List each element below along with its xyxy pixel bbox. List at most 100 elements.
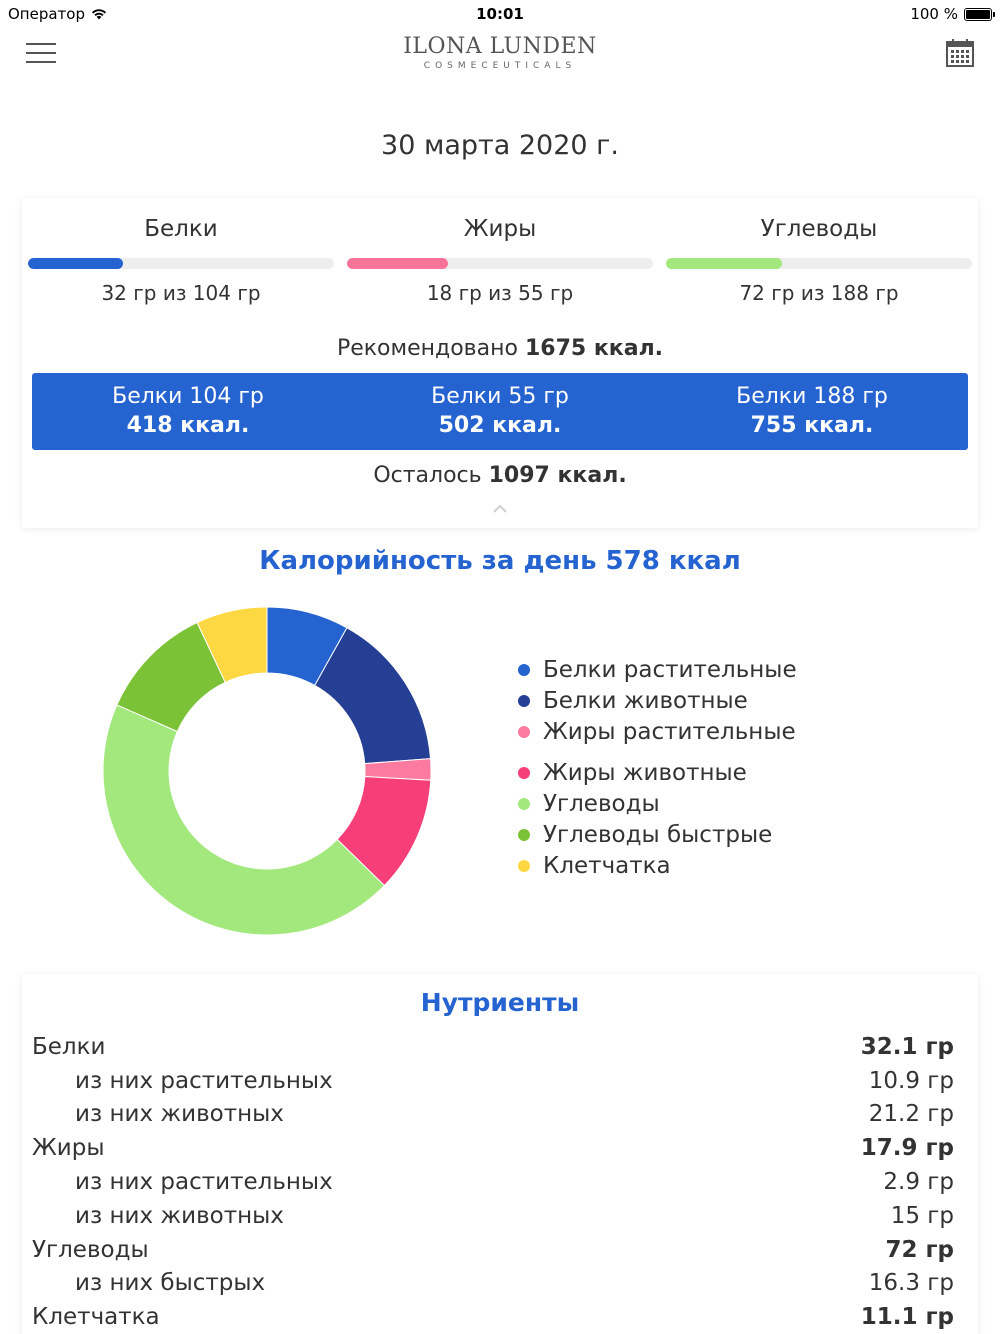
macro-amount: 18 гр из 55 гр xyxy=(426,281,574,305)
macro-label: Жиры xyxy=(463,216,537,242)
nutrient-label: Жиры xyxy=(32,1135,105,1162)
legend-label: Белки растительные xyxy=(543,656,797,683)
nutrient-label: из них растительных xyxy=(75,1067,333,1094)
recommended-value: 1675 ккал. xyxy=(524,336,664,361)
selected-date[interactable]: 30 марта 2020 г. xyxy=(381,130,619,161)
nutrient-row: Клетчатка 11.1 гр xyxy=(32,1300,954,1334)
legend-dot xyxy=(518,663,530,676)
nutrient-label: Клетчатка xyxy=(32,1304,160,1331)
nutrients-list: Белки 32.1 гр из них растительных 10.9 гр … xyxy=(32,1030,954,1334)
nutrient-value: 21.2 гр xyxy=(868,1101,954,1128)
macro-amount: 32 гр из 104 гр xyxy=(101,281,261,305)
status-left: Оператор xyxy=(8,5,107,23)
legend-item: Белки животные xyxy=(518,685,797,716)
legend-dot xyxy=(518,859,530,872)
target-fats: Белки 55 гр 502 ккал. xyxy=(344,373,656,450)
remaining-value: 1097 ккал. xyxy=(488,463,627,488)
battery-label: 100 % xyxy=(910,5,958,23)
legend-item: Жиры растительные xyxy=(518,716,797,747)
legend-label: Углеводы быстрые xyxy=(543,821,773,848)
legend-item: Углеводы быстрые xyxy=(518,819,797,850)
nutrient-label: из них животных xyxy=(75,1101,284,1128)
remaining-prefix: Осталось xyxy=(373,463,482,488)
macro-amount: 72 гр из 188 гр xyxy=(739,281,899,305)
macro-fats: Жиры 18 гр из 55 гр xyxy=(347,198,653,305)
macro-progress-bar xyxy=(666,258,972,269)
target-kcal: 418 ккал. xyxy=(126,413,250,438)
legend-item: Жиры животные xyxy=(518,757,797,788)
target-proteins: Белки 104 гр 418 ккал. xyxy=(32,373,344,450)
nutrient-row: из них животных 15 гр xyxy=(32,1199,954,1233)
nutrient-value: 10.9 гр xyxy=(868,1067,954,1094)
legend-label: Белки животные xyxy=(543,687,748,714)
nutrient-label: Углеводы xyxy=(32,1236,149,1263)
nutrient-value: 2.9 гр xyxy=(883,1169,954,1196)
nutrient-value: 11.1 гр xyxy=(860,1304,954,1331)
macro-progress-fill xyxy=(347,258,448,269)
legend-item: Углеводы xyxy=(518,788,797,819)
legend-label: Углеводы xyxy=(543,790,660,817)
donut-slice xyxy=(196,606,268,683)
macro-progress-fill xyxy=(666,258,783,269)
wifi-icon xyxy=(92,9,106,20)
macro-progress-bar xyxy=(347,258,653,269)
target-grams: Белки 55 гр xyxy=(431,384,569,409)
legend-dot xyxy=(518,725,530,738)
carrier-label: Оператор xyxy=(8,5,85,23)
nutrient-row: Углеводы 72 гр xyxy=(32,1233,954,1267)
legend-label: Клетчатка xyxy=(543,852,671,879)
macro-proteins: Белки 32 гр из 104 гр xyxy=(28,198,334,305)
hamburger-menu-icon[interactable] xyxy=(26,43,56,65)
day-calories-title: Калорийность за день 578 ккал xyxy=(259,546,741,576)
nutrient-value: 72 гр xyxy=(885,1236,955,1263)
status-bar: Оператор 10:01 100 % xyxy=(0,0,1000,28)
nutrient-row: Белки 32.1 гр xyxy=(32,1030,954,1064)
calendar-icon[interactable] xyxy=(945,38,975,68)
nutrients-title: Нутриенты xyxy=(420,988,580,1017)
chart-legend: Белки растительные Белки животные Жиры р… xyxy=(518,654,797,881)
legend-dot xyxy=(518,694,530,707)
legend-label: Жиры животные xyxy=(543,759,747,786)
calories-donut-chart xyxy=(102,606,432,936)
recommended-prefix: Рекомендовано xyxy=(336,336,518,361)
target-grams: Белки 104 гр xyxy=(112,384,264,409)
target-kcal: 502 ккал. xyxy=(438,413,562,438)
macro-label: Белки xyxy=(144,216,218,242)
nutrient-label: Белки xyxy=(32,1033,106,1060)
brand-logo: ILONA LUNDEN COSMECEUTICALS xyxy=(0,34,1000,71)
nutrient-row: из них быстрых 16.3 гр xyxy=(32,1267,954,1301)
battery-icon xyxy=(964,7,995,21)
nutrient-label: из них животных xyxy=(75,1202,284,1229)
nutrient-value: 17.9 гр xyxy=(860,1135,954,1162)
nutrient-row: из них животных 21.2 гр xyxy=(32,1098,954,1132)
nutrient-label: из них быстрых xyxy=(75,1270,266,1297)
donut-slice xyxy=(102,704,386,936)
nutrient-row: из них растительных 2.9 гр xyxy=(32,1165,954,1199)
legend-dot xyxy=(518,828,530,841)
nutrient-value: 16.3 гр xyxy=(868,1270,954,1297)
legend-label: Жиры растительные xyxy=(543,718,796,745)
macro-progress-bar xyxy=(28,258,334,269)
target-carbs: Белки 188 гр 755 ккал. xyxy=(656,373,968,450)
legend-item: Белки растительные xyxy=(518,654,797,685)
logo-sub-text: COSMECEUTICALS xyxy=(423,61,577,71)
macro-carbs: Углеводы 72 гр из 188 гр xyxy=(666,198,972,305)
calorie-targets-bar: Белки 104 гр 418 ккал. Белки 55 гр 502 к… xyxy=(32,373,968,450)
nutrient-value: 15 гр xyxy=(890,1202,954,1229)
legend-dot xyxy=(518,797,530,810)
recommended-calories: Рекомендовано 1675 ккал. xyxy=(22,336,978,361)
nutrient-row: из них растительных 10.9 гр xyxy=(32,1064,954,1098)
status-right: 100 % xyxy=(910,5,995,23)
nutrients-card: Нутриенты Белки 32.1 гр из них растительн… xyxy=(22,974,978,1334)
logo-main-text: ILONA LUNDEN xyxy=(403,34,597,59)
target-kcal: 755 ккал. xyxy=(750,413,874,438)
nutrient-row: Жиры 17.9 гр xyxy=(32,1131,954,1165)
remaining-calories: Осталось 1097 ккал. xyxy=(22,463,978,488)
legend-dot xyxy=(518,766,530,779)
macro-progress-fill xyxy=(28,258,123,269)
status-time: 10:01 xyxy=(476,5,524,23)
nutrient-label: из них растительных xyxy=(75,1169,333,1196)
chevron-up-icon[interactable] xyxy=(492,504,508,514)
macro-label: Углеводы xyxy=(760,216,878,242)
legend-item: Клетчатка xyxy=(518,850,797,881)
